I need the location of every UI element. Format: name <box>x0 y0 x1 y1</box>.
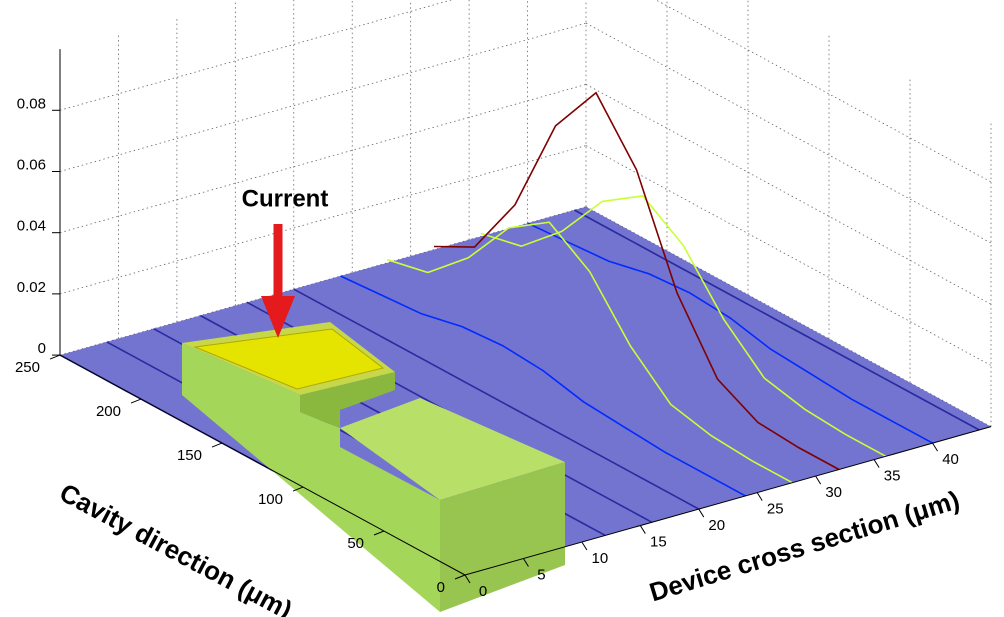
tick <box>874 460 879 468</box>
tick <box>131 399 141 403</box>
annotation: Current <box>242 185 329 212</box>
grid-line <box>60 23 586 171</box>
y-tick-label: 100 <box>258 491 283 508</box>
x-tick-label: 25 <box>767 501 784 518</box>
x-tick-label: 30 <box>825 484 842 501</box>
x-tick-label: 15 <box>650 534 667 551</box>
tick <box>816 476 821 484</box>
y-tick-label: 200 <box>96 403 121 420</box>
tick <box>640 526 645 534</box>
z-tick-label: 0.04 <box>17 218 46 235</box>
tick <box>933 443 938 451</box>
y-tick-label: 0 <box>437 579 445 596</box>
z-tick-label: 0.08 <box>17 95 46 112</box>
chart: Current Cavity direction (μm) Device cro… <box>0 0 1004 617</box>
z-tick-label: 0 <box>38 340 46 357</box>
x-tick-label: 5 <box>537 566 545 583</box>
x-tick-label: 20 <box>708 517 725 534</box>
grid-line <box>586 23 991 243</box>
tick <box>582 542 587 550</box>
z-tick-label: 0.06 <box>17 156 46 173</box>
grid-line <box>60 0 586 110</box>
x-tick-label: 0 <box>479 583 487 600</box>
x-tick-label: 10 <box>592 550 609 567</box>
tick <box>757 493 762 501</box>
y-tick-label: 50 <box>347 535 364 552</box>
grid-line <box>586 0 991 182</box>
x-tick-label: 35 <box>884 468 901 485</box>
z-tick-label: 0.02 <box>17 279 46 296</box>
tick <box>699 509 704 517</box>
x-tick-label: 40 <box>942 451 959 468</box>
tick <box>212 443 222 447</box>
tick <box>50 355 60 359</box>
y-tick-label: 250 <box>15 359 40 376</box>
y-tick-label: 150 <box>177 447 202 464</box>
